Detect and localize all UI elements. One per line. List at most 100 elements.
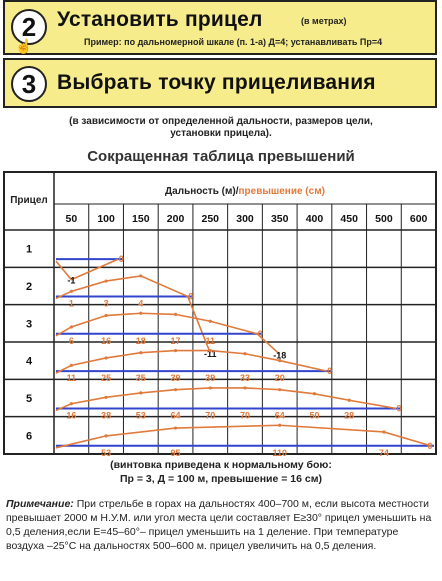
dependency-note-line1: (в зависимости от определенной дальности… xyxy=(69,116,373,127)
dependency-note: (в зависимости от определенной дальности… xyxy=(0,116,442,140)
col-header-main: Дальность (м)/ xyxy=(165,186,239,197)
step2-banner: 2 Установить прицел (в метрах) Пример: п… xyxy=(3,0,437,55)
drop-value-label: 25 xyxy=(101,373,111,383)
drop-value-label: 11 xyxy=(206,336,216,346)
drop-value-label: 0 xyxy=(397,403,402,413)
drop-value-label: 50 xyxy=(309,410,319,420)
x-tick-label: 100 xyxy=(97,213,115,225)
trajectory-point xyxy=(382,430,386,434)
trajectory-point xyxy=(208,386,212,390)
trajectory-point xyxy=(104,356,108,360)
drop-value-label: 95 xyxy=(171,448,181,458)
drop-value-label: -1 xyxy=(67,276,75,286)
drop-value-label: 6 xyxy=(69,336,74,346)
step2-example: Пример: по дальномерной шкале (п. 1-а) Д… xyxy=(84,37,383,47)
drop-value-label: 35 xyxy=(136,373,146,383)
trajectory-point xyxy=(278,388,282,392)
sight-row-label: 4 xyxy=(26,356,33,368)
trajectory-line xyxy=(55,275,212,354)
drop-value-label: 18 xyxy=(136,336,146,346)
drop-value-label: 33 xyxy=(240,373,250,383)
drop-value-label: 20 xyxy=(275,373,285,383)
table-title: Сокращенная таблица превышений xyxy=(87,148,355,165)
caption-line1: (винтовка приведена к нормальному бою: xyxy=(110,459,332,471)
step3-title: Выбрать точку прицеливания xyxy=(57,71,376,94)
row-header: Прицел xyxy=(10,195,48,206)
trajectory-point xyxy=(347,398,351,402)
trajectory-point xyxy=(173,348,178,353)
drop-value-label: 53 xyxy=(136,410,146,420)
step2-number: 2 xyxy=(11,9,47,45)
trajectory-line xyxy=(55,312,281,355)
x-tick-label: 600 xyxy=(410,213,428,225)
sight-row-label: 2 xyxy=(26,281,32,293)
table-frame xyxy=(3,171,437,455)
note-block: Примечание: При стрельбе в горах на даль… xyxy=(6,497,438,553)
trajectory-point xyxy=(104,434,108,438)
trajectory-point xyxy=(208,348,212,353)
trajectory-line xyxy=(55,424,432,449)
trajectory-point xyxy=(69,289,73,293)
trajectory-point xyxy=(104,313,108,318)
x-tick-label: 450 xyxy=(340,213,358,225)
trajectory-point xyxy=(139,391,143,395)
trajectory-point xyxy=(104,279,108,283)
drop-value-label: 16 xyxy=(66,410,76,420)
trajectory-point xyxy=(69,402,73,406)
trajectory-point xyxy=(243,386,247,390)
trajectory-line xyxy=(55,387,397,412)
drop-value-label: 4 xyxy=(138,298,143,308)
drop-value-label: 0 xyxy=(327,366,332,376)
drop-value-label: 17 xyxy=(171,336,181,346)
trajectory-line xyxy=(55,258,119,281)
note-text: При стрельбе в горах на дальностях 400–7… xyxy=(6,498,432,552)
drop-value-label: 38 xyxy=(101,410,111,420)
note-label: Примечание: xyxy=(6,498,74,510)
step2-title: Установить прицел xyxy=(57,8,263,31)
x-tick-label: 350 xyxy=(271,213,289,225)
drop-value-label: 0 xyxy=(119,254,124,264)
col-header: Дальность (м)/превышение (см) xyxy=(165,186,325,197)
trajectory-point xyxy=(243,352,247,356)
drop-value-label: 11 xyxy=(67,373,77,383)
table-caption: (винтовка приведена к нормальному бою: П… xyxy=(0,458,442,486)
x-tick-label: 500 xyxy=(375,213,393,225)
step3-banner: 3 Выбрать точку прицеливания xyxy=(3,58,437,108)
trajectory-point xyxy=(278,423,282,427)
x-tick-label: 300 xyxy=(236,213,254,225)
trajectory-point xyxy=(173,426,178,430)
trajectory-point xyxy=(173,312,178,316)
x-tick-label: 200 xyxy=(167,213,185,225)
drop-value-label: 64 xyxy=(171,410,181,420)
trajectory-point xyxy=(139,351,143,355)
drop-value-label: 1 xyxy=(69,298,74,308)
drop-value-label: 28 xyxy=(344,410,354,420)
trajectory-point xyxy=(69,363,73,367)
drop-value-label: 0 xyxy=(258,329,263,339)
trajectory-table: Прицел Дальность (м)/превышение (см) 50 1… xyxy=(3,171,437,458)
drop-value-label: -11 xyxy=(204,349,217,359)
drop-value-label: 39 xyxy=(171,373,181,383)
hand-cursor-icon: ☝ xyxy=(15,38,33,54)
step2-title-note: (в метрах) xyxy=(301,16,347,26)
sight-row-label: 6 xyxy=(26,430,32,442)
sight-row-label: 1 xyxy=(26,244,32,256)
drop-value-label: 3 xyxy=(104,298,109,308)
drop-value-label: 0 xyxy=(188,291,193,301)
x-tick-label: 400 xyxy=(306,213,324,225)
drop-value-label: -18 xyxy=(273,350,286,360)
drop-value-label: 64 xyxy=(275,410,285,420)
x-tick-label: 250 xyxy=(202,213,220,225)
trajectory-point xyxy=(139,274,143,278)
trajectory-point xyxy=(208,319,212,323)
trajectory-point xyxy=(139,311,143,315)
sight-row-label: 5 xyxy=(26,393,32,405)
trajectory-point xyxy=(69,325,73,329)
drop-value-label: 53 xyxy=(101,448,111,458)
drop-value-label: 74 xyxy=(379,448,389,458)
step3-number: 3 xyxy=(11,66,47,102)
col-header-accent: превышение (см) xyxy=(238,186,324,197)
drop-value-label: 70 xyxy=(205,410,215,420)
drop-value-label: 39 xyxy=(205,373,215,383)
drop-value-label: 70 xyxy=(240,410,250,420)
